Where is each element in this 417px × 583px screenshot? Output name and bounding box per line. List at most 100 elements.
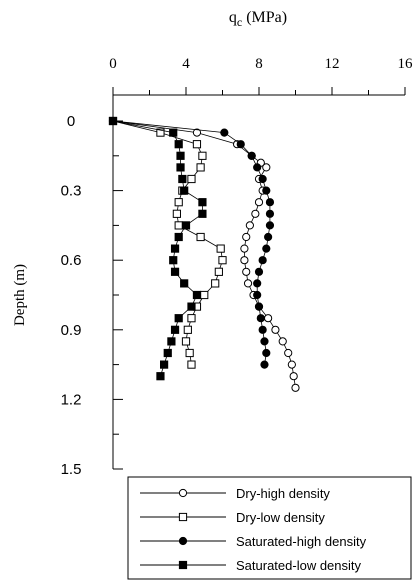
x-axis-ticks: 0 4 8 12 16 bbox=[109, 56, 413, 95]
data-point bbox=[108, 116, 118, 126]
data-point bbox=[254, 302, 264, 311]
data-point bbox=[156, 128, 165, 137]
data-point bbox=[253, 163, 262, 172]
data-point bbox=[265, 221, 275, 230]
data-point bbox=[251, 209, 260, 218]
y-axis-ticks: 0 0.3 0.6 0.9 1.2 1.5 bbox=[61, 113, 123, 478]
y-tick-label: 0 bbox=[67, 113, 75, 130]
data-point bbox=[258, 325, 267, 334]
series-3 bbox=[108, 116, 275, 369]
y-tick-label: 1.2 bbox=[61, 391, 82, 408]
data-point bbox=[278, 337, 287, 346]
data-point bbox=[253, 290, 262, 300]
data-point bbox=[174, 198, 183, 207]
data-point bbox=[187, 302, 196, 311]
data-point bbox=[170, 325, 180, 334]
legend-label: Dry-low density bbox=[236, 510, 325, 525]
title-subscript: c bbox=[237, 15, 242, 29]
data-point bbox=[178, 174, 187, 184]
data-point bbox=[196, 163, 205, 172]
data-point bbox=[211, 279, 220, 288]
x-tick-label: 16 bbox=[398, 56, 414, 72]
data-point bbox=[170, 244, 180, 253]
legend-label: Dry-high density bbox=[236, 486, 330, 501]
title-unit: (MPa) bbox=[242, 9, 287, 26]
data-point bbox=[253, 279, 262, 288]
series-2 bbox=[108, 116, 227, 369]
data-point bbox=[254, 198, 264, 207]
data-point bbox=[187, 314, 196, 323]
data-point bbox=[256, 314, 265, 323]
data-point bbox=[236, 140, 245, 149]
legend-label: Saturated-high density bbox=[236, 534, 367, 549]
chart-title: qc (MPa) bbox=[229, 9, 287, 29]
data-point bbox=[163, 348, 172, 358]
legend: Dry-high density Dry-low density Saturated… bbox=[127, 476, 412, 580]
data-point bbox=[196, 232, 205, 242]
data-point bbox=[176, 163, 185, 172]
data-point bbox=[284, 348, 293, 358]
data-point bbox=[260, 360, 269, 369]
data-point bbox=[216, 244, 225, 253]
data-point bbox=[192, 140, 202, 149]
data-point bbox=[181, 337, 191, 346]
x-tick-label: 4 bbox=[182, 56, 190, 72]
data-point bbox=[198, 198, 207, 207]
title-main: q bbox=[229, 9, 237, 26]
data-point bbox=[218, 256, 227, 265]
data-point bbox=[242, 267, 251, 276]
data-point bbox=[258, 256, 267, 265]
data-point bbox=[192, 290, 202, 300]
data-point bbox=[258, 174, 267, 184]
data-point bbox=[160, 360, 169, 369]
data-point bbox=[174, 221, 183, 230]
data-point bbox=[174, 314, 183, 323]
data-point bbox=[167, 337, 176, 346]
data-point bbox=[242, 232, 251, 242]
y-tick-label: 0.3 bbox=[61, 183, 82, 200]
data-point bbox=[262, 348, 271, 358]
data-point bbox=[170, 267, 180, 276]
legend-marker bbox=[178, 512, 188, 522]
data-point bbox=[174, 140, 183, 149]
data-point bbox=[264, 232, 273, 242]
data-point bbox=[185, 348, 194, 358]
data-point bbox=[214, 267, 223, 276]
data-point bbox=[187, 174, 196, 184]
data-point bbox=[198, 209, 207, 218]
y-tick-label: 0.9 bbox=[61, 322, 82, 339]
y-axis-label: Depth (m) bbox=[12, 264, 28, 326]
series-4 bbox=[108, 116, 207, 381]
legend-marker bbox=[178, 488, 188, 498]
data-point bbox=[254, 267, 264, 276]
data-point bbox=[265, 209, 275, 218]
y-tick-label: 1.5 bbox=[61, 461, 82, 478]
data-point bbox=[240, 244, 249, 253]
series-line bbox=[112, 120, 271, 365]
data-point bbox=[181, 221, 191, 230]
legend-marker bbox=[178, 560, 188, 570]
data-point bbox=[260, 337, 269, 346]
data-point bbox=[198, 151, 207, 160]
data-point bbox=[291, 383, 300, 392]
data-point bbox=[176, 151, 185, 160]
data-point bbox=[264, 314, 273, 323]
data-point bbox=[180, 279, 189, 288]
legend-label: Saturated-low density bbox=[236, 558, 362, 573]
data-point bbox=[220, 128, 229, 137]
x-tick-label: 0 bbox=[109, 56, 117, 72]
series-layer bbox=[108, 116, 300, 392]
data-point bbox=[289, 372, 298, 381]
data-point bbox=[180, 186, 189, 195]
x-tick-label: 8 bbox=[255, 56, 263, 72]
data-point bbox=[247, 151, 256, 160]
data-point bbox=[287, 360, 296, 369]
series-line bbox=[112, 120, 296, 388]
data-point bbox=[200, 290, 209, 300]
data-point bbox=[271, 325, 280, 334]
data-point bbox=[192, 128, 202, 137]
data-point bbox=[183, 325, 192, 334]
data-point bbox=[262, 186, 271, 195]
data-point bbox=[169, 256, 178, 265]
